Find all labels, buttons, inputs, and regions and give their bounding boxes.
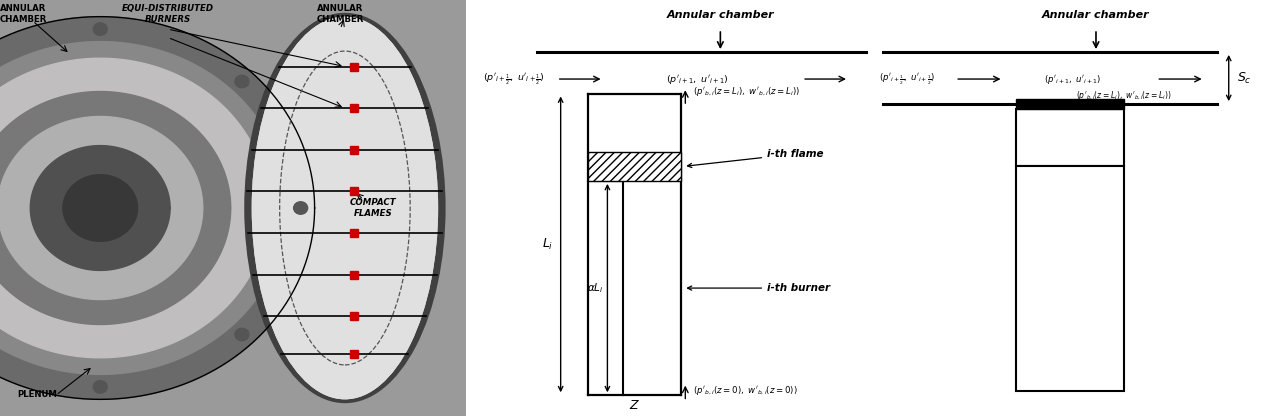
Ellipse shape	[252, 17, 438, 399]
Ellipse shape	[244, 13, 446, 403]
Circle shape	[294, 202, 308, 214]
Text: EQUI-DISTRIBUTED
BURNERS: EQUI-DISTRIBUTED BURNERS	[121, 4, 213, 24]
Text: $(p'_{i+\frac{1}{2}},\ u'_{i+\frac{1}{2}})$: $(p'_{i+\frac{1}{2}},\ u'_{i+\frac{1}{2}…	[879, 72, 935, 87]
Text: i-th burner: i-th burner	[687, 283, 830, 293]
Bar	[587, 152, 682, 181]
Text: PLENUM: PLENUM	[18, 390, 57, 399]
Text: $L_i$: $L_i$	[541, 237, 553, 252]
Bar	[1015, 109, 1124, 166]
Bar	[1015, 166, 1124, 391]
Text: $(p'_{b,i}(z=0),\ w'_{b,i}(z=0))$: $(p'_{b,i}(z=0),\ w'_{b,i}(z=0))$	[693, 385, 798, 397]
Text: $Z$: $Z$	[630, 399, 640, 412]
Text: ANNULAR
CHAMBER: ANNULAR CHAMBER	[317, 4, 364, 24]
Text: Annular chamber: Annular chamber	[1042, 10, 1149, 20]
Polygon shape	[0, 116, 203, 300]
Text: i-th flame: i-th flame	[687, 149, 824, 168]
Circle shape	[235, 328, 249, 341]
Polygon shape	[0, 17, 314, 399]
Polygon shape	[31, 146, 170, 270]
Text: Annular chamber: Annular chamber	[667, 10, 774, 20]
Circle shape	[93, 23, 107, 35]
Polygon shape	[63, 175, 138, 241]
Text: $(p'_{i+1},\ u'_{i+1})$: $(p'_{i+1},\ u'_{i+1})$	[1043, 72, 1101, 86]
Text: $S_c$: $S_c$	[1236, 70, 1251, 86]
Text: $S_i$: $S_i$	[1064, 293, 1077, 308]
Circle shape	[93, 381, 107, 393]
Text: $(p'_{b,i}(z=L_i),\ w'_{b,i}(z=L_i))$: $(p'_{b,i}(z=L_i),\ w'_{b,i}(z=L_i))$	[693, 85, 801, 98]
Polygon shape	[0, 92, 231, 324]
Text: $(p'_{i+1},\ u'_{i+1})$: $(p'_{i+1},\ u'_{i+1})$	[665, 72, 729, 86]
Bar	[1015, 99, 1124, 109]
Text: $Z_{tr}$: $Z_{tr}$	[1061, 130, 1079, 145]
Text: $(p'_{i+\frac{1}{2}},\ u'_{i+\frac{1}{2}})$: $(p'_{i+\frac{1}{2}},\ u'_{i+\frac{1}{2}…	[483, 71, 544, 87]
Text: ANNULAR
CHAMBER: ANNULAR CHAMBER	[0, 4, 47, 24]
Text: COMPACT
FLAMES: COMPACT FLAMES	[350, 198, 396, 218]
Polygon shape	[0, 58, 268, 358]
Circle shape	[235, 75, 249, 88]
Ellipse shape	[252, 17, 438, 399]
Text: $\alpha L_i$: $\alpha L_i$	[587, 281, 604, 295]
Text: $(p'_{b,i}(z=L_i),\ w'_{b,i}(z=L_i))$: $(p'_{b,i}(z=L_i),\ w'_{b,i}(z=L_i))$	[1075, 89, 1171, 102]
Polygon shape	[0, 42, 286, 374]
